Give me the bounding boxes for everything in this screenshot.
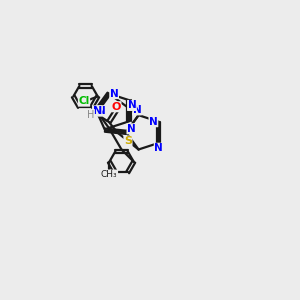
Text: CH₃: CH₃ xyxy=(101,170,118,179)
Text: N: N xyxy=(154,143,163,153)
Text: S: S xyxy=(124,136,132,146)
Text: H: H xyxy=(87,110,94,119)
Text: Cl: Cl xyxy=(78,96,90,106)
Text: N: N xyxy=(110,88,118,99)
Text: N: N xyxy=(97,106,106,116)
Text: N: N xyxy=(127,124,136,134)
Text: O: O xyxy=(112,102,121,112)
Text: N: N xyxy=(93,106,102,116)
Text: N: N xyxy=(128,100,136,110)
Text: N: N xyxy=(133,105,141,115)
Text: N: N xyxy=(149,117,158,127)
